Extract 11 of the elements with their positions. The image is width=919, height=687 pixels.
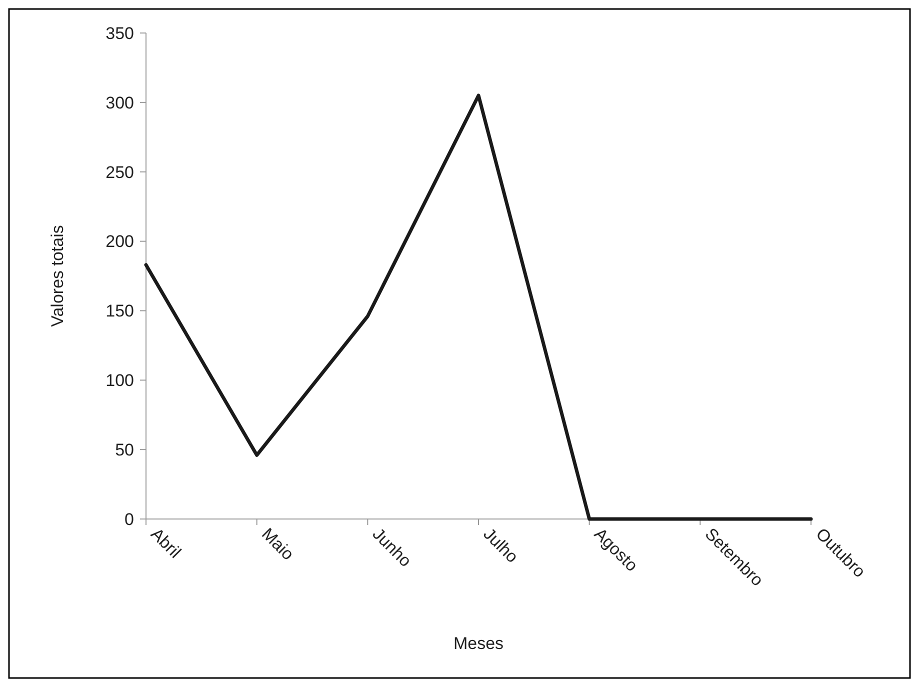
x-tick-label: Abril — [147, 524, 185, 562]
y-tick-label: 300 — [106, 93, 134, 112]
y-tick-label: 350 — [106, 24, 134, 43]
x-axis-title: Meses — [453, 634, 504, 653]
y-tick-label: 100 — [106, 371, 134, 390]
y-tick-label: 50 — [115, 440, 134, 460]
y-tick-label: 0 — [124, 510, 134, 529]
y-tick-label: 150 — [106, 302, 134, 321]
y-axis-title: Valores totais — [48, 225, 67, 327]
y-tick-label: 200 — [106, 232, 134, 252]
y-tick-label: 250 — [106, 162, 134, 182]
